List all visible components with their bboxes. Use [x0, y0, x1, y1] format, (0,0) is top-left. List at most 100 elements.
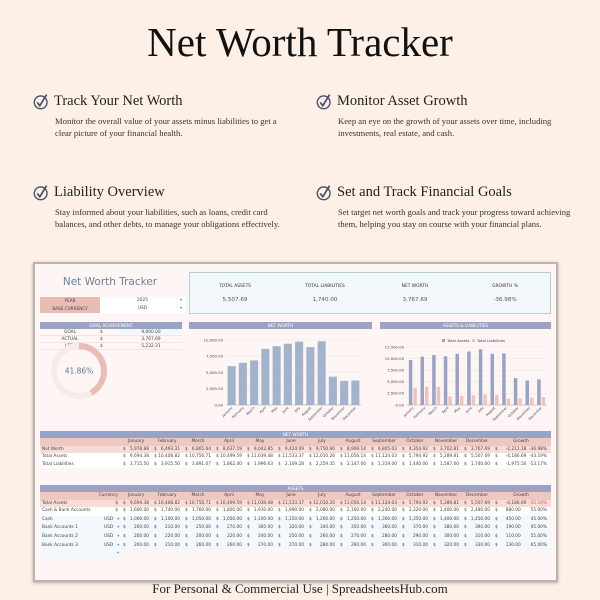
- month-value: $12,010.26: [306, 453, 337, 461]
- liabilities-bar: [506, 398, 511, 405]
- donut-progress: [51, 343, 107, 399]
- amount: 9,805.03: [377, 446, 397, 452]
- goal-row: GOAL $9,000.00: [40, 329, 182, 336]
- month-value: $1,350.00: [399, 516, 430, 525]
- net-worth-table: NET WORTH January February March April May Ju…: [40, 431, 551, 469]
- assets-bar: [432, 355, 436, 405]
- net-worth-table-header: NET WORTH: [40, 431, 551, 438]
- x-tick-label: July: [293, 406, 301, 414]
- dollar-sign: $: [123, 454, 126, 460]
- amount: 10,408.82: [158, 454, 180, 460]
- dollar-sign: $: [216, 461, 219, 467]
- dollar-sign: $: [340, 542, 343, 548]
- row-label: Bank Accounts 2: [42, 533, 78, 539]
- dollar-sign: $: [402, 516, 405, 522]
- goal-currency: $: [100, 337, 103, 342]
- goal-input[interactable]: 9,000.00: [120, 329, 182, 335]
- amount: 1,150.00: [284, 516, 304, 522]
- dropdown-arrow-icon[interactable]: ▾: [117, 551, 120, 557]
- feature-heading: Monitor Asset Growth: [337, 93, 468, 109]
- amount: 2,259.35: [315, 461, 335, 467]
- amount: 320.00: [288, 525, 304, 531]
- amount: 1,996.63: [253, 461, 273, 467]
- month-value: $200.00: [120, 542, 151, 551]
- month-value: $11,039.48: [244, 453, 275, 461]
- month-value: $280.00: [368, 533, 399, 542]
- month-value: $1,740.00: [461, 461, 492, 469]
- x-tick-label: June: [464, 406, 473, 415]
- month-value: $3,702.81: [430, 446, 461, 454]
- row-currency: [98, 453, 120, 461]
- dollar-sign: $: [433, 525, 436, 531]
- dollar-sign: $: [402, 542, 405, 548]
- dollar-sign: $: [464, 508, 467, 514]
- net-worth-chart-header: NET WORTH: [189, 322, 372, 329]
- dollar-sign: $: [154, 461, 157, 467]
- dollar-sign: $: [309, 508, 312, 514]
- dollar-sign: $: [464, 542, 467, 548]
- assets-table-header: ASSETS: [40, 485, 551, 492]
- row-label: Net Worth: [42, 446, 64, 452]
- summary-label: TOTAL LIABILITIES: [305, 284, 345, 289]
- growth-cell: $ -2,211.18 -36.98%: [492, 446, 550, 454]
- row-currency[interactable]: USD ▾: [98, 524, 120, 533]
- year-select[interactable]: 2025 ▾: [100, 297, 185, 305]
- amount: 340.00: [319, 525, 335, 531]
- assets-bar: [502, 353, 506, 405]
- dollar-sign: $: [278, 446, 281, 452]
- month-value: $2,400.00: [430, 507, 461, 516]
- amount: 310.00: [474, 533, 490, 539]
- month-value: $300.00: [244, 524, 275, 533]
- table-row: Cash USD ▾ $1,000.00 $1,100.00 $1,050.00 $1,05…: [40, 515, 551, 525]
- summary-value: 1,740.00: [312, 297, 338, 303]
- row-currency[interactable]: USD ▾: [98, 516, 120, 525]
- dollar-sign: $: [154, 533, 157, 539]
- dropdown-arrow-icon[interactable]: ▾: [117, 542, 120, 548]
- dollar-sign: $: [216, 500, 219, 506]
- row-currency[interactable]: USD ▾: [98, 533, 120, 542]
- dropdown-arrow-icon[interactable]: ▾: [117, 525, 120, 531]
- dollar-sign: $: [371, 461, 374, 467]
- amount: 270.00: [350, 533, 366, 539]
- dollar-sign: $: [371, 508, 374, 514]
- month-value: $310.00: [399, 542, 430, 551]
- assets-liabilities-chart: 0.00 2,500.00 5,000.00 7,500.00 10,000.00 12,…: [385, 338, 547, 422]
- dollar-sign: $: [123, 542, 126, 548]
- feature-asset-growth: Monitor Asset Growth Keep an eye on the …: [316, 93, 586, 139]
- dropdown-arrow-icon[interactable]: ▾: [117, 516, 120, 522]
- amount: 220.00: [226, 533, 242, 539]
- month-value: $270.00: [244, 542, 275, 551]
- assets-bar: [537, 379, 541, 405]
- month-value: $5,978.88: [120, 446, 151, 454]
- row-currency[interactable]: USD ▾: [98, 542, 120, 551]
- net-worth-bar: [351, 380, 360, 405]
- table-header-row: Currency January February March April May June…: [40, 492, 551, 500]
- dollar-sign: $: [247, 533, 250, 539]
- amount: 8,909.14: [346, 446, 366, 452]
- dropdown-arrow-icon[interactable]: ▾: [179, 306, 182, 311]
- x-tick-label: May: [453, 406, 461, 414]
- y-tick-label: 2,500.00: [206, 386, 223, 391]
- growth-header: Growth: [513, 493, 529, 498]
- month-value: $5,507.69: [461, 453, 492, 461]
- month-value: $1,450.00: [461, 516, 492, 525]
- assets-bar: [455, 353, 459, 405]
- x-tick-label: August: [485, 405, 497, 417]
- row-currency: [98, 446, 120, 454]
- dollar-sign: $: [185, 461, 188, 467]
- month-header: October: [406, 439, 424, 444]
- month-value: $370.00: [399, 524, 430, 533]
- currency-select[interactable]: USD ▾: [100, 305, 185, 313]
- month-header: March: [191, 439, 205, 444]
- currency-select[interactable]: ▾: [98, 550, 120, 558]
- amount: 5,289.81: [439, 454, 459, 460]
- dollar-sign: $: [371, 454, 374, 460]
- assets-bar: [420, 356, 424, 405]
- dropdown-arrow-icon[interactable]: ▾: [117, 533, 120, 539]
- x-tick-label: February: [231, 406, 244, 419]
- dropdown-arrow-icon[interactable]: ▾: [179, 298, 182, 303]
- month-header: February: [157, 493, 177, 498]
- month-value: $1,862.40: [213, 461, 244, 469]
- month-value: $330.00: [461, 542, 492, 551]
- net-worth-chart: 0.002,500.005,000.007,500.0010,000.00Jan…: [204, 337, 361, 422]
